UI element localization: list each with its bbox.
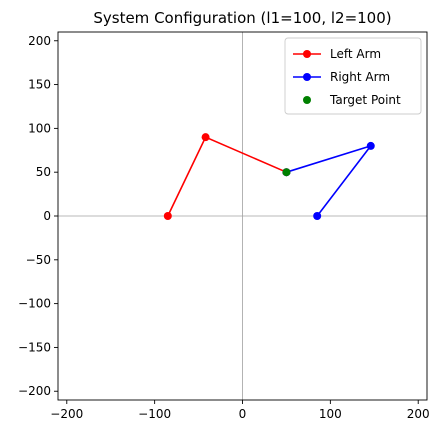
y-tick-label: 150 (28, 78, 51, 92)
chart-title: System Configuration (l1=100, l2=100) (93, 9, 391, 27)
series-line-left-arm (168, 137, 287, 216)
y-tick-label: 200 (28, 34, 51, 48)
legend-marker-left-arm (303, 50, 311, 58)
data-point-right-arm (313, 212, 321, 220)
y-tick-label: −50 (26, 253, 51, 267)
x-tick-label: −100 (138, 407, 171, 421)
y-tick-label: −200 (18, 384, 51, 398)
x-tick-label: −200 (50, 407, 83, 421)
data-point-right-arm (367, 142, 375, 150)
legend: Left Arm Right Arm Target Point (285, 38, 421, 114)
data-point-target-point (282, 168, 290, 176)
legend-label-target-point: Target Point (329, 93, 401, 107)
y-tick-label: 0 (43, 209, 51, 223)
data-point-left-arm (164, 212, 172, 220)
y-tick-label: −150 (18, 340, 51, 354)
y-tick-label: −100 (18, 297, 51, 311)
legend-marker-right-arm (303, 73, 311, 81)
legend-label-left-arm: Left Arm (330, 47, 381, 61)
legend-label-right-arm: Right Arm (330, 70, 390, 84)
x-tick-label: 100 (319, 407, 342, 421)
series-line-right-arm (286, 146, 370, 216)
data-point-left-arm (202, 133, 210, 141)
x-tick-label: 200 (407, 407, 430, 421)
legend-marker-target-point (303, 96, 311, 104)
y-tick-label: 50 (36, 165, 51, 179)
x-tick-label: 0 (239, 407, 247, 421)
y-tick-label: 100 (28, 121, 51, 135)
